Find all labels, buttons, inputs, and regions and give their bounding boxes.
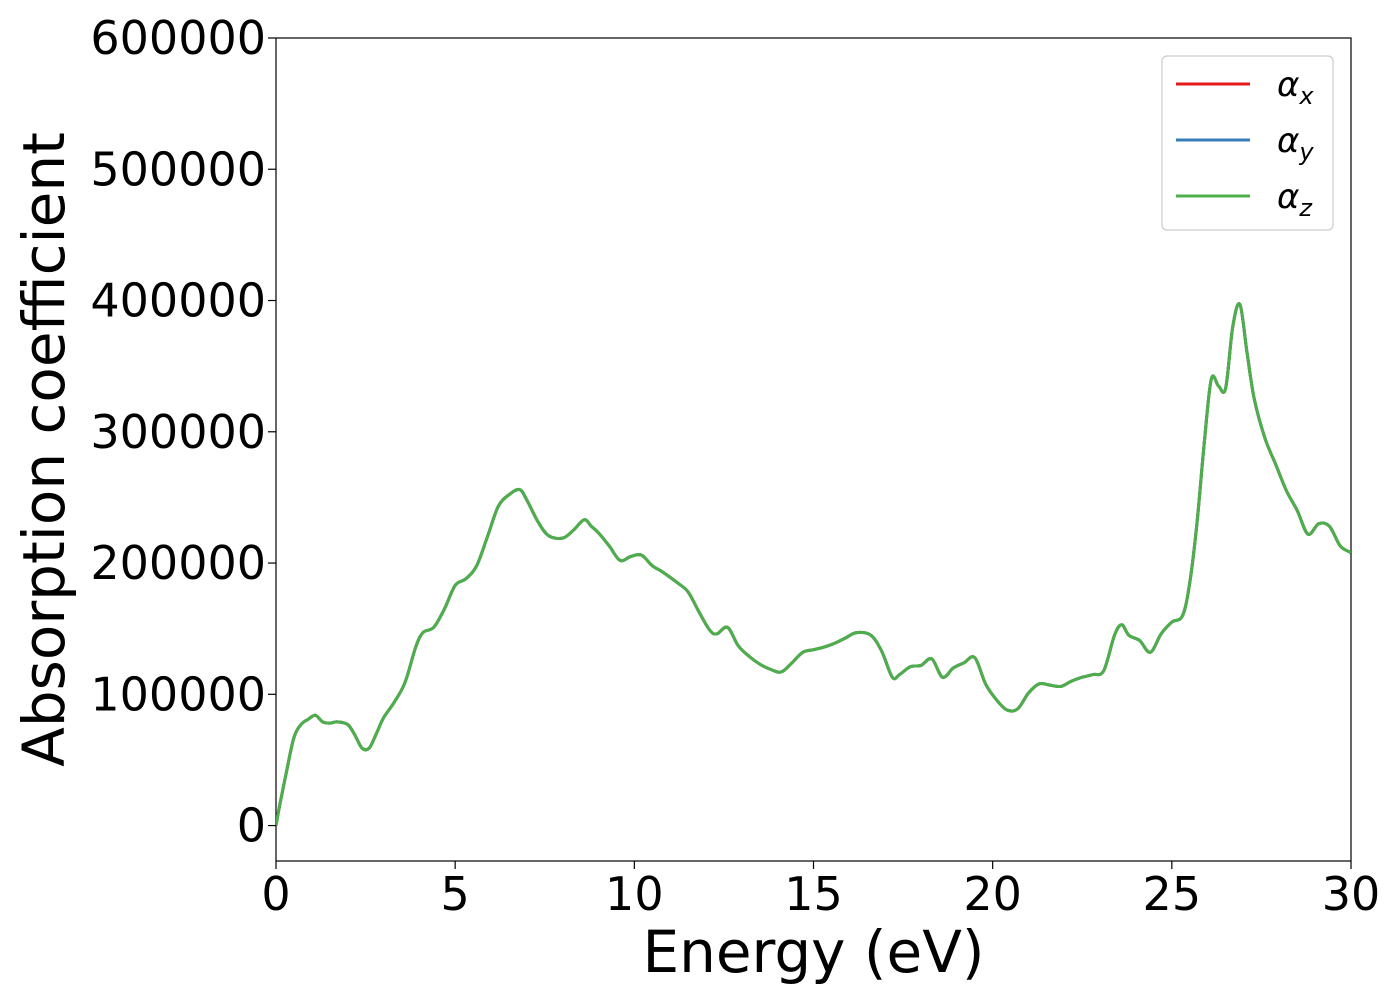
x-tick-label: 15 (784, 867, 843, 921)
y-tick-label: 100000 (90, 667, 266, 721)
series-group (276, 302, 1351, 826)
y-tick-label: 200000 (90, 536, 266, 590)
legend-item-alpha-y: αy (1176, 121, 1314, 166)
x-tick-label: 5 (441, 867, 470, 921)
series-line-alpha-z (276, 302, 1351, 826)
series-line-alpha-x (276, 302, 1351, 826)
x-tick-label: 30 (1322, 867, 1381, 921)
y-tick-label: 300000 (90, 405, 266, 459)
x-axis-ticks: 0 5 10 15 20 25 30 (261, 861, 1380, 921)
x-tick-label: 10 (605, 867, 664, 921)
y-tick-label: 400000 (90, 274, 266, 328)
legend-item-alpha-x: αx (1176, 65, 1314, 110)
legend-item-alpha-z: αz (1176, 177, 1313, 222)
legend-box (1161, 55, 1334, 231)
y-tick-label: 0 (237, 799, 266, 853)
x-tick-label: 0 (261, 867, 290, 921)
legend-label: αz (1277, 177, 1313, 222)
legend-label: αx (1277, 65, 1314, 110)
legend-label: αy (1277, 121, 1314, 166)
y-tick-label: 600000 (90, 11, 266, 65)
series-line-alpha-y (276, 302, 1351, 826)
y-axis-title: Absorption coefficient (10, 132, 78, 767)
y-tick-label: 500000 (90, 142, 266, 196)
legend: αx αy αz (1161, 55, 1334, 231)
x-axis-title: Energy (eV) (642, 918, 984, 986)
x-tick-label: 20 (963, 867, 1022, 921)
x-tick-label: 25 (1143, 867, 1202, 921)
y-axis-ticks: 0 100000 200000 300000 400000 500000 600000 (90, 11, 276, 853)
